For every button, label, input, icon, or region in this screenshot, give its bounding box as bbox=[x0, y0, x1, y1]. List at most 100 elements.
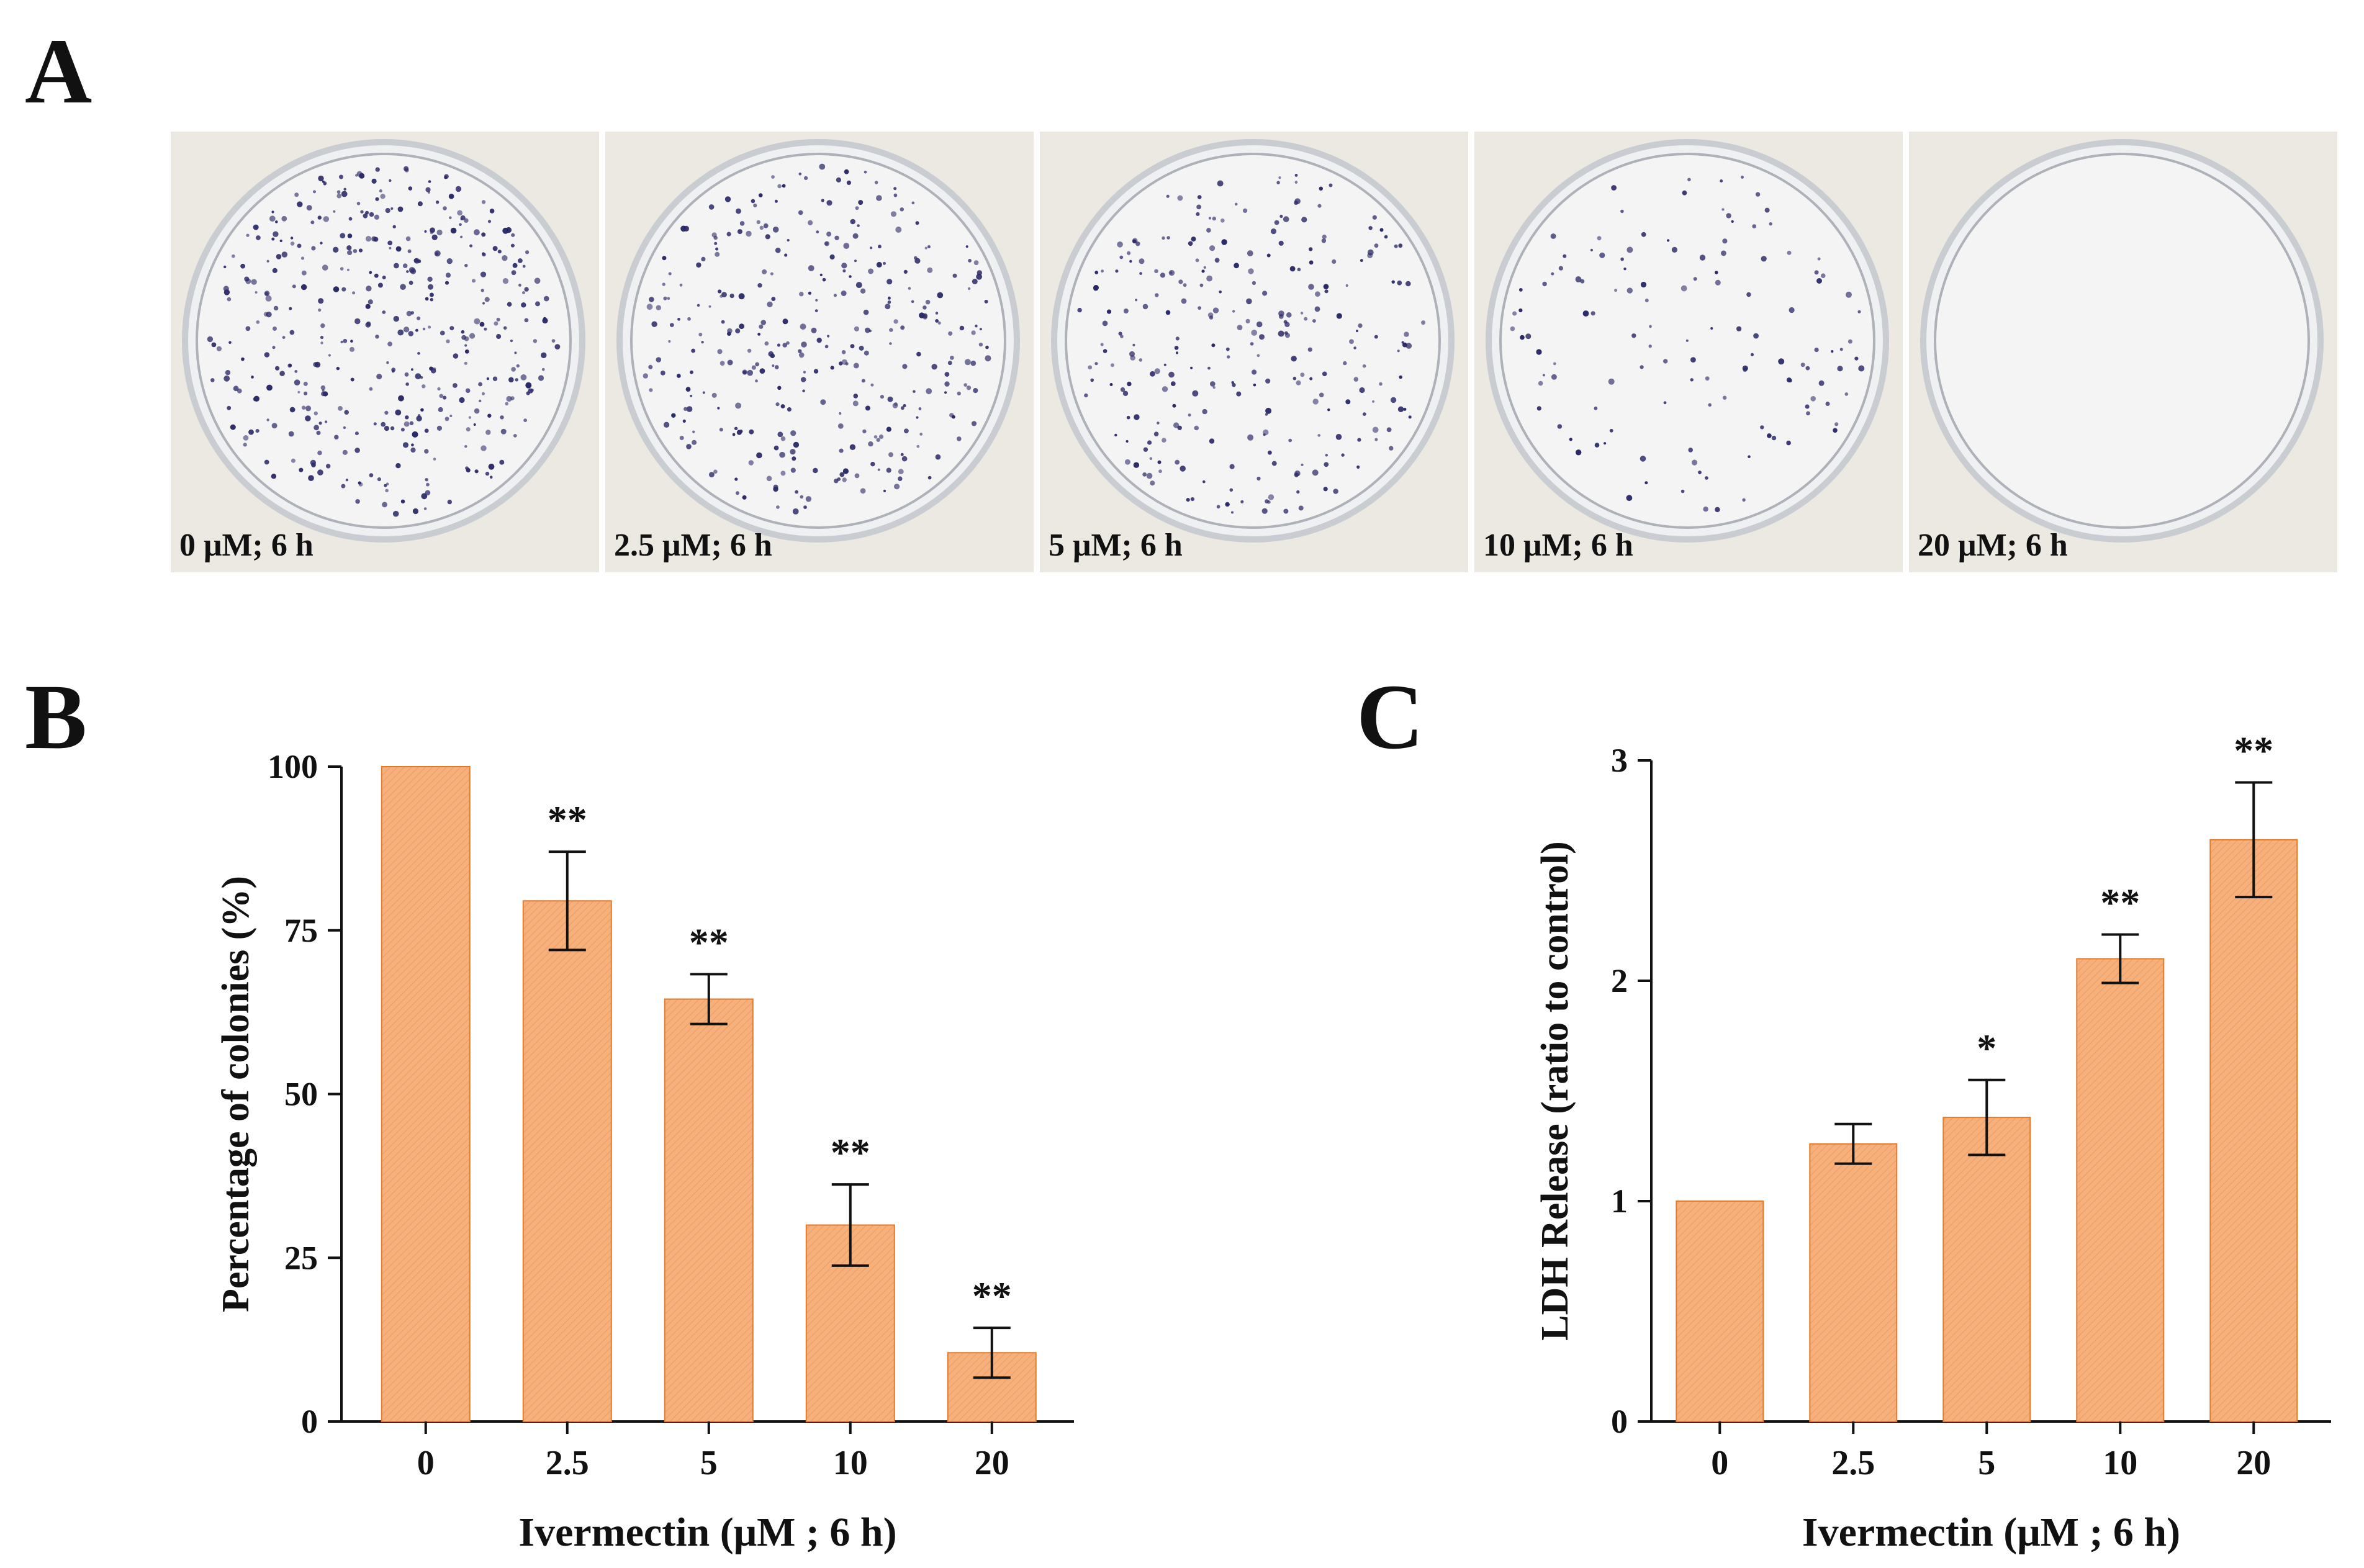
colony-dot bbox=[1120, 387, 1126, 392]
colony-dot bbox=[1209, 438, 1215, 444]
colony-dot bbox=[1202, 408, 1207, 415]
colony-dot bbox=[1150, 480, 1155, 486]
colony-dot bbox=[774, 365, 779, 369]
colony-dot bbox=[365, 304, 371, 309]
colony-dot bbox=[782, 184, 786, 188]
colony-dot bbox=[1640, 281, 1647, 288]
colony-dot bbox=[842, 468, 849, 474]
x-tick-label: 20 bbox=[975, 1444, 1009, 1482]
colony-dot bbox=[350, 346, 354, 352]
colony-dot bbox=[1357, 438, 1361, 442]
colony-dot bbox=[1833, 428, 1838, 433]
colony-dot bbox=[1324, 462, 1329, 467]
colony-dot bbox=[1764, 207, 1770, 213]
colony-dot bbox=[924, 246, 927, 250]
colony-dot bbox=[1197, 195, 1202, 199]
colony-dot bbox=[1854, 356, 1859, 361]
colony-dot bbox=[1362, 364, 1366, 368]
colony-dot bbox=[1094, 362, 1098, 366]
colony-dot bbox=[1399, 375, 1402, 379]
colony-dot bbox=[643, 373, 648, 379]
colony-dot bbox=[1162, 438, 1166, 443]
colony-dot bbox=[1594, 406, 1598, 410]
x-tick-label: 10 bbox=[2103, 1444, 2137, 1482]
colony-dot bbox=[355, 499, 360, 504]
colony-dot bbox=[735, 491, 739, 495]
colony-dot bbox=[425, 187, 431, 192]
colony-dot bbox=[338, 406, 343, 411]
colony-dot bbox=[241, 357, 245, 361]
colony-dot bbox=[1212, 216, 1216, 221]
colony-dot bbox=[795, 490, 798, 494]
colony-dot bbox=[701, 256, 706, 261]
colony-dot bbox=[925, 299, 931, 305]
colony-dot bbox=[408, 186, 413, 191]
colony-dot bbox=[1256, 354, 1260, 358]
colony-dot bbox=[346, 245, 352, 251]
colony-dot bbox=[211, 342, 217, 348]
colony-dots bbox=[1909, 132, 2337, 572]
y-tick-label: 2 bbox=[1611, 962, 1628, 999]
colony-dot bbox=[860, 488, 866, 494]
colony-dot bbox=[524, 318, 529, 323]
colony-dot bbox=[679, 436, 684, 440]
colony-dot bbox=[340, 267, 344, 271]
colony-dot bbox=[485, 430, 491, 435]
colony-dot bbox=[484, 327, 487, 331]
colony-dot bbox=[1663, 401, 1667, 405]
colony-dot bbox=[1293, 376, 1297, 381]
colony-dot bbox=[1174, 346, 1179, 350]
colony-dot bbox=[1362, 412, 1366, 416]
colony-dot bbox=[1267, 500, 1271, 504]
colony-dot bbox=[1135, 241, 1140, 246]
colony-dot bbox=[774, 199, 778, 203]
colony-dot bbox=[1817, 257, 1821, 261]
colony-dot bbox=[271, 423, 277, 429]
colony-dot bbox=[777, 431, 783, 438]
colony-dot bbox=[424, 428, 429, 433]
colony-dot bbox=[512, 263, 518, 268]
colony-dot bbox=[1225, 502, 1229, 507]
colony-dot bbox=[455, 186, 462, 192]
bar bbox=[664, 998, 754, 1422]
colony-dot bbox=[422, 384, 426, 389]
colony-dot bbox=[487, 220, 492, 223]
colony-dot bbox=[379, 189, 382, 192]
colony-dot bbox=[1648, 345, 1652, 348]
colony-dots bbox=[1510, 175, 1865, 513]
colony-dot bbox=[1810, 396, 1816, 402]
colony-dot bbox=[1421, 320, 1426, 325]
colony-dot bbox=[1726, 213, 1731, 219]
colony-dot bbox=[1663, 359, 1668, 364]
colony-dot bbox=[1715, 271, 1718, 274]
colony-dot bbox=[500, 415, 504, 420]
colony-dot bbox=[373, 422, 377, 426]
colony-dot bbox=[352, 291, 356, 295]
colony-dot bbox=[464, 445, 467, 448]
colony-dot bbox=[967, 287, 971, 291]
colony-dot bbox=[343, 338, 348, 343]
colony-dot bbox=[775, 247, 781, 253]
colony-dot bbox=[971, 421, 977, 426]
colony-dot bbox=[1767, 433, 1772, 438]
colony-dots bbox=[1077, 174, 1426, 514]
colony-dot bbox=[408, 267, 415, 273]
colony-dot bbox=[837, 477, 841, 481]
colony-dot bbox=[1118, 331, 1122, 336]
colony-dot bbox=[1139, 258, 1145, 264]
colony-dot bbox=[1358, 323, 1363, 328]
colony-dot bbox=[1250, 342, 1254, 346]
colony-dot bbox=[523, 418, 527, 422]
colony-dot bbox=[341, 191, 348, 197]
colony-dot bbox=[829, 254, 835, 260]
colony-dot bbox=[1368, 226, 1373, 230]
colony-dot bbox=[697, 304, 700, 307]
colony-dot bbox=[496, 317, 500, 322]
colony-dot bbox=[683, 407, 688, 411]
colony-dot bbox=[1640, 365, 1644, 369]
colony-dot bbox=[860, 288, 866, 294]
colony-dot bbox=[223, 375, 230, 382]
colony-dot bbox=[738, 293, 745, 300]
colony-dot bbox=[386, 482, 389, 485]
colony-dot bbox=[819, 163, 826, 170]
